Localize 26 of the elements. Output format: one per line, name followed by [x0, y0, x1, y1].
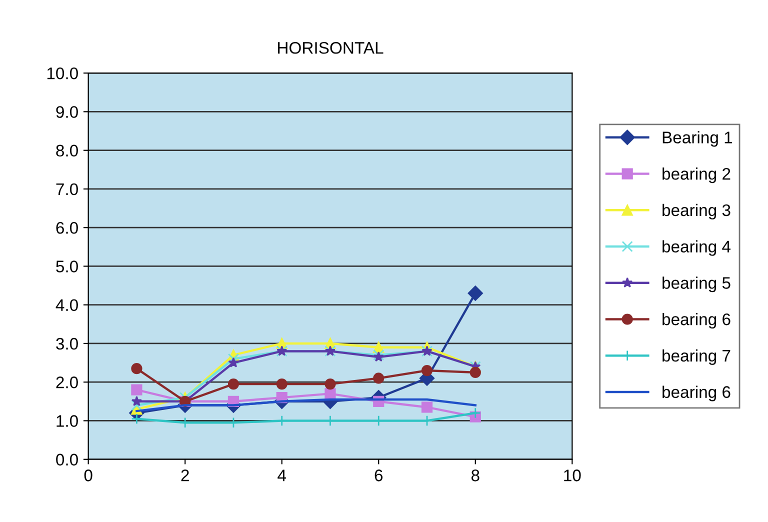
legend-label: bearing 6 — [662, 313, 730, 329]
y-tick-label: 8.0 — [56, 144, 78, 157]
x-tick-label: 6 — [374, 470, 383, 482]
legend-label: bearing 7 — [662, 349, 730, 365]
y-tick-label: 2.0 — [56, 376, 78, 388]
legend-label: bearing 2 — [662, 168, 730, 184]
y-tick-label: 1.0 — [56, 415, 78, 427]
y-tick-label: 7.0 — [56, 183, 78, 196]
legend-label: bearing 5 — [662, 276, 730, 292]
y-tick-label: 5.0 — [56, 260, 78, 272]
x-tick-label: 4 — [278, 470, 286, 482]
x-tick-label: 2 — [181, 470, 189, 482]
y-tick-label: 4.0 — [56, 299, 78, 312]
y-tick-label: 3.0 — [56, 338, 78, 350]
chart-title: HORISONTAL — [278, 42, 384, 54]
y-tick-label: 6.0 — [56, 222, 78, 234]
legend-label: Bearing 1 — [662, 131, 732, 147]
x-tick-label: 8 — [471, 470, 480, 482]
y-tick-label: 9.0 — [56, 106, 78, 118]
x-tick-label: 10 — [564, 470, 581, 482]
x-tick-label: 0 — [84, 470, 92, 482]
legend-label: bearing 4 — [662, 240, 731, 256]
y-tick-label: 10.0 — [47, 67, 78, 80]
y-tick-label: 0.0 — [56, 454, 78, 466]
legend-label: bearing 3 — [662, 204, 730, 220]
legend-label: bearing 6 — [662, 386, 730, 402]
